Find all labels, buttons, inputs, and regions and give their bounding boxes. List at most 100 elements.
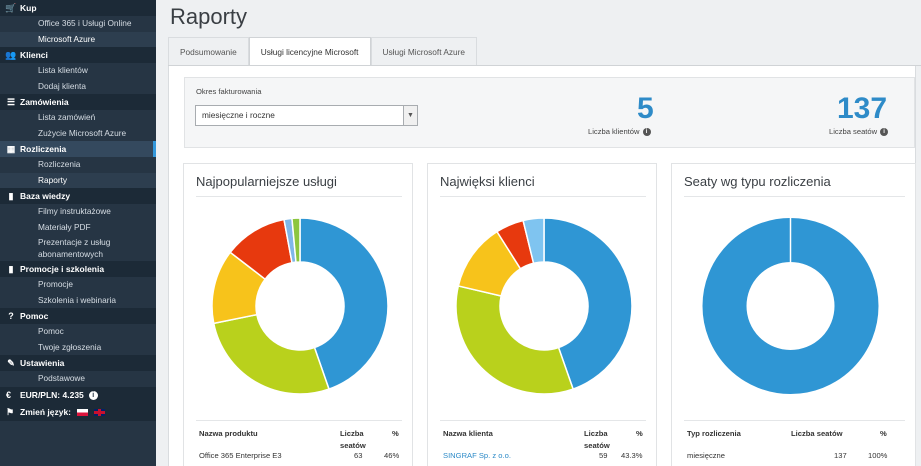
table-cell-seats: 59: [599, 451, 608, 460]
sidebar-section-rozliczenia[interactable]: ▦ Rozliczenia: [0, 141, 156, 157]
tab-divider: [168, 65, 921, 66]
sidebar-section-ustawienia[interactable]: ✎ Ustawienia: [0, 355, 156, 371]
tabs: Podsumowanie Usługi licencyjne Microsoft…: [168, 37, 478, 67]
donut-slice[interactable]: [291, 217, 301, 263]
sidebar-item[interactable]: Microsoft Azure: [0, 31, 156, 47]
donut-slice[interactable]: [455, 285, 575, 395]
seats-count: 137: [837, 92, 888, 125]
tab-podsumowanie[interactable]: Podsumowanie: [168, 37, 249, 66]
table-cell-name: Office 365 Enterprise E3: [199, 451, 282, 460]
table-cell-seats: 137: [834, 451, 847, 460]
language-switcher: ⚑ Zmień język:: [0, 403, 156, 421]
top-products-donut: [211, 217, 389, 395]
table-cell-name: miesięczne: [687, 451, 725, 460]
col-billing-type: Typ rozliczenia: [687, 429, 741, 438]
sidebar-section-kup[interactable]: 🛒 Kup: [0, 0, 156, 16]
clients-count-label: Liczba klientów i: [588, 127, 651, 136]
info-icon[interactable]: i: [642, 128, 651, 136]
sidebar-section-promocje[interactable]: ▮ Promocje i szkolenia: [0, 261, 156, 277]
sidebar-section-baza-wiedzy[interactable]: ▮ Baza wiedzy: [0, 188, 156, 204]
flag-icon: ⚑: [6, 406, 15, 417]
top-products-panel: Najpopularniejsze usługi Nazwa produktu …: [183, 163, 413, 466]
col-seats: Liczba seatów: [340, 429, 366, 450]
exchange-rate: € EUR/PLN: 4.235 i: [0, 386, 156, 404]
billing-period-label: Okres fakturowania: [196, 87, 262, 96]
divider: [196, 420, 402, 421]
billing-type-panel: Seaty wg typu rozliczenia Typ rozliczeni…: [671, 163, 916, 466]
donut-slice[interactable]: [522, 217, 545, 265]
divider: [440, 420, 646, 421]
donut-slice[interactable]: [299, 217, 389, 391]
col-percent: %: [880, 429, 887, 438]
sidebar-section-pomoc[interactable]: ? Pomoc: [0, 308, 156, 324]
info-icon[interactable]: i: [88, 390, 98, 400]
sidebar-item[interactable]: Materiały PDF: [38, 221, 91, 232]
sidebar-section-label: Promocje i szkolenia: [20, 264, 105, 274]
exchange-rate-label: EUR/PLN: 4.235: [20, 390, 84, 400]
panel-title: Najpopularniejsze usługi: [196, 174, 337, 189]
sidebar-section-label: Rozliczenia: [20, 144, 67, 154]
book-icon: ▮: [8, 190, 14, 201]
table-cell-percent: 43.3%: [621, 451, 643, 460]
sidebar-item[interactable]: Office 365 i Usługi Online: [38, 18, 132, 28]
page-title: Raporty: [170, 4, 248, 29]
sidebar-item[interactable]: Dodaj klienta: [38, 80, 86, 91]
sidebar-item[interactable]: Prezentacje z usług abonamentowych: [38, 237, 111, 259]
billing-period-value: miesięczne i roczne: [202, 110, 275, 120]
english-flag-icon[interactable]: [94, 408, 106, 416]
top-clients-donut: [455, 217, 633, 395]
table-cell-percent: 100%: [868, 451, 888, 460]
donut-slice[interactable]: [543, 217, 633, 391]
table-icon: ▦: [6, 143, 16, 154]
sidebar-section-label: Klienci: [20, 50, 48, 60]
book-icon: ▮: [8, 263, 14, 274]
billing-period-select[interactable]: miesięczne i roczne ▼: [195, 105, 418, 126]
panel-title: Najwięksi klienci: [440, 174, 535, 189]
divider: [684, 420, 905, 421]
sidebar-section-label: Kup: [20, 3, 37, 13]
top-clients-panel: Najwięksi klienci Nazwa klienta Liczba s…: [427, 163, 657, 466]
sidebar-section-label: Ustawienia: [20, 358, 65, 368]
sidebar-item[interactable]: Raporty: [0, 172, 156, 188]
tab-uslugi-azure[interactable]: Usługi Microsoft Azure: [370, 37, 478, 66]
sidebar-item[interactable]: Zużycie Microsoft Azure: [38, 127, 127, 138]
sidebar-item[interactable]: Podstawowe: [38, 373, 86, 383]
divider: [196, 196, 402, 197]
sidebar-section-label: Zamówienia: [20, 97, 69, 107]
sidebar-item[interactable]: Filmy instruktażowe: [38, 206, 111, 216]
sidebar-item[interactable]: Lista zamówień: [38, 112, 96, 122]
sidebar-item[interactable]: Promocje: [38, 279, 74, 289]
donut-slice[interactable]: [212, 313, 330, 395]
col-percent: %: [392, 429, 399, 438]
sidebar-item[interactable]: Lista klientów: [38, 65, 88, 75]
tab-uslugi-licencyjne[interactable]: Usługi licencyjne Microsoft: [248, 37, 371, 67]
euro-icon: €: [6, 389, 12, 400]
sidebar-section-label: Pomoc: [20, 311, 49, 321]
sidebar-section-klienci[interactable]: 👥 Klienci: [0, 47, 156, 63]
question-icon: ?: [8, 311, 14, 321]
col-product-name: Nazwa produktu: [199, 429, 258, 438]
polish-flag-icon[interactable]: [77, 408, 89, 416]
sidebar-item[interactable]: Rozliczenia: [38, 159, 81, 169]
list-icon: ☰: [6, 96, 16, 107]
sidebar: 🛒 Kup Office 365 i Usługi Online Microsoft …: [0, 0, 156, 466]
sidebar-item[interactable]: Twoje zgłoszenia: [38, 341, 102, 352]
info-icon[interactable]: i: [880, 128, 889, 136]
table-cell-seats: 63: [354, 451, 363, 460]
col-seats: Liczba seatów: [791, 429, 843, 438]
panel-title: Seaty wg typu rozliczenia: [684, 174, 831, 189]
col-seats: Liczba seatów: [584, 429, 610, 450]
col-percent: %: [636, 429, 643, 438]
table-cell-percent: 46%: [384, 451, 400, 460]
seats-count-label: Liczba seatów i: [829, 127, 889, 136]
divider: [684, 196, 905, 197]
sidebar-section-zamowienia[interactable]: ☰ Zamówienia: [0, 94, 156, 110]
col-client-name: Nazwa klienta: [443, 429, 493, 438]
chevron-down-icon[interactable]: ▼: [403, 106, 417, 125]
sidebar-item[interactable]: Pomoc: [38, 326, 64, 336]
client-link[interactable]: SINGRAF Sp. z o.o.: [443, 451, 511, 460]
language-label: Zmień język:: [20, 407, 72, 417]
wrench-icon: ✎: [7, 357, 15, 368]
sidebar-item[interactable]: Szkolenia i webinaria: [38, 294, 116, 305]
sidebar-section-label: Baza wiedzy: [20, 191, 71, 201]
